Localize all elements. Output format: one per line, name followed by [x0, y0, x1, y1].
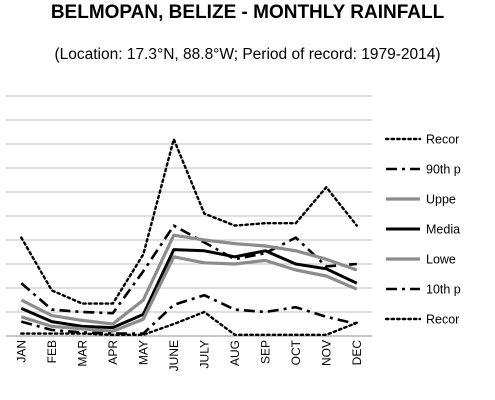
legend-label: Recor — [426, 313, 459, 327]
legend-label: 90th p — [426, 163, 461, 177]
chart-subtitle: (Location: 17.3°N, 88.8°W; Period of rec… — [54, 46, 441, 63]
x-tick-label: APR — [106, 340, 120, 365]
series-line-upper — [20, 233, 358, 326]
x-tick-label: DEC — [350, 340, 364, 366]
x-tick-label: MAY — [136, 340, 150, 365]
x-tick-label: NOV — [319, 340, 333, 366]
legend-label: Media — [426, 223, 460, 237]
x-tick-label: FEB — [45, 340, 59, 363]
x-tick-label: JAN — [14, 340, 28, 363]
data-series — [20, 137, 358, 336]
series-line-record-high — [20, 137, 358, 305]
x-tick-label: JULY — [197, 340, 211, 368]
series-line-lower — [20, 255, 358, 333]
x-tick-label: AUG — [228, 340, 242, 366]
series-line-record-low — [20, 310, 358, 336]
x-tick-label: SEP — [258, 340, 272, 364]
gridlines — [6, 95, 372, 313]
chart-title: BELMOPAN, BELIZE - MONTHLY RAINFALL — [50, 2, 445, 23]
series-line-10th-percentile — [20, 293, 358, 335]
x-axis-tick-labels: JAN FEB MAR APR MAY JUNE JULY AUG SEP OCT NOV DEC — [14, 339, 364, 371]
x-tick-label: OCT — [289, 339, 303, 365]
legend-label: Uppe — [426, 193, 456, 207]
legend-label: Recor — [426, 133, 459, 147]
x-tick-label: JUNE — [167, 340, 181, 371]
legend-label: 10th p — [426, 283, 461, 297]
legend-label: Lowe — [426, 253, 456, 267]
series-line-median — [20, 248, 358, 330]
x-tick-label: MAR — [75, 340, 89, 367]
series-line-90th-percentile — [20, 224, 357, 315]
legend: Recor 90th p Uppe Media Lowe 10th p Recor — [384, 133, 461, 327]
